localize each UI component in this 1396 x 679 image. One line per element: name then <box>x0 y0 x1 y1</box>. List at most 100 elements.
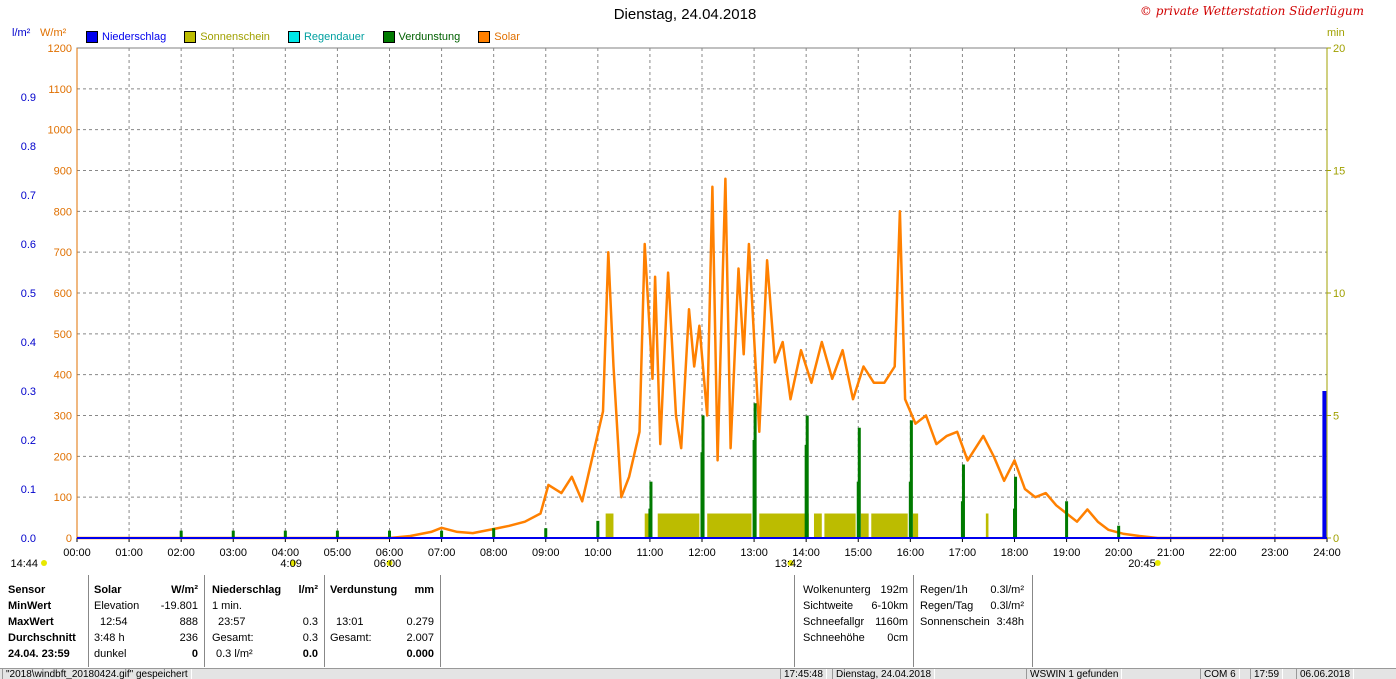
status-port: COM 6 <box>1200 669 1240 679</box>
x-tick-label: 08:00 <box>480 547 508 559</box>
legend: Niederschlag Sonnenschein Regendauer Ver… <box>86 31 538 43</box>
x-tick-label: 06:00 <box>376 547 404 559</box>
precip-tick-label: 0.5 <box>21 288 36 300</box>
minutes-tick-label: 5 <box>1333 411 1339 423</box>
status-today: 06.06.2018 <box>1296 669 1355 679</box>
minutes-unit-label: min <box>1327 27 1345 39</box>
solar-tick-label: 500 <box>54 329 72 341</box>
x-tick-label: 23:00 <box>1261 547 1289 559</box>
status-found: WSWIN 1 gefunden <box>1026 669 1123 679</box>
evaporation-bar <box>701 415 705 538</box>
evaporation-bar <box>1065 501 1069 538</box>
status-clock: 17:59 <box>1250 669 1284 679</box>
x-tick-label: 18:00 <box>1001 547 1029 559</box>
chart-title: Dienstag, 24.04.2018 <box>613 6 757 23</box>
time-marker-label: 13:42 <box>775 558 803 570</box>
evaporation-bar <box>335 530 339 538</box>
x-tick-label: 07:00 <box>428 547 456 559</box>
x-tick-label: 04:00 <box>272 547 300 559</box>
x-tick-label: 15:00 <box>844 547 872 559</box>
precip-unit-label: l/m² <box>12 27 31 39</box>
x-tick-label: 12:00 <box>688 547 716 559</box>
minutes-tick-label: 15 <box>1333 166 1345 178</box>
stats-precip: Niederschlag l/m² 1 min. 23:57 0.3 Gesamt… <box>204 575 325 667</box>
x-tick-label: 14:00 <box>792 547 820 559</box>
precip-tick-label: 0.4 <box>21 337 36 349</box>
solar-tick-label: 900 <box>54 166 72 178</box>
x-tick-label: 24:00 <box>1313 547 1341 559</box>
solar-tick-label: 700 <box>54 247 72 259</box>
evaporation-bar <box>388 530 391 538</box>
solar-tick-label: 400 <box>54 370 72 382</box>
stats-sensor: Sensor MinWert MaxWert Durchschnitt 24.0… <box>0 575 89 667</box>
solar-tick-label: 300 <box>54 411 72 423</box>
solar-series-line <box>77 177 1327 540</box>
status-bar: "2018\windbft_20180424.gif" gespeichert … <box>0 668 1396 679</box>
time-marker-dot <box>290 560 297 566</box>
time-marker-label: 14:44 <box>10 558 38 570</box>
time-marker-label: 06:00 <box>374 558 402 570</box>
time-marker-label: 20:45 <box>1128 558 1156 570</box>
time-marker-dot <box>386 560 393 566</box>
sunshine-bar <box>813 513 822 538</box>
legend-item-verdunstung: Verdunstung <box>382 31 460 43</box>
x-tick-label: 22:00 <box>1209 547 1237 559</box>
x-tick-label: 13:00 <box>740 547 768 559</box>
x-tick-label: 11:00 <box>637 547 664 559</box>
solar-tick-label: 0 <box>66 533 72 545</box>
x-tick-label: 10:00 <box>584 547 612 559</box>
status-date: Dienstag, 24.04.2018 <box>832 669 936 679</box>
sunshine-bar <box>644 513 650 538</box>
minutes-tick-label: 0 <box>1333 533 1339 545</box>
x-tick-label: 00:00 <box>63 547 91 559</box>
precip-tick-label: 0.9 <box>21 92 36 104</box>
evaporation-bar <box>440 530 444 538</box>
precip-tick-label: 0.7 <box>21 190 36 202</box>
time-marker-dot <box>787 560 794 566</box>
evaporation-bar <box>179 530 183 538</box>
precip-tick-label: 0.3 <box>21 386 36 398</box>
precip-tick-label: 0.0 <box>21 533 36 545</box>
x-tick-label: 17:00 <box>949 547 977 559</box>
evaporation-bar <box>231 530 235 538</box>
solar-tick-label: 200 <box>54 451 72 463</box>
minutes-tick-label: 20 <box>1333 43 1345 55</box>
precip-tick-label: 0.8 <box>21 141 36 153</box>
x-tick-label: 01:00 <box>115 547 143 559</box>
sunshine-bar <box>824 513 856 538</box>
evaporation-bar <box>1117 525 1121 538</box>
x-tick-label: 05:00 <box>324 547 352 559</box>
x-tick-label: 09:00 <box>532 547 560 559</box>
status-file: "2018\windbft_20180424.gif" gespeichert <box>2 669 192 679</box>
evaporation-bar <box>1014 476 1018 538</box>
sunshine-bar <box>759 513 809 538</box>
legend-item-regendauer: Regendauer <box>287 31 365 43</box>
x-tick-label: 03:00 <box>219 547 247 559</box>
legend-item-solar: Solar <box>478 31 520 43</box>
solar-tick-label: 100 <box>54 492 72 504</box>
stats-panel: Sensor MinWert MaxWert Durchschnitt 24.0… <box>0 575 1370 667</box>
precipitation-bar <box>1322 391 1327 538</box>
evaporation-bar <box>596 520 600 538</box>
sunshine-bar <box>707 513 752 538</box>
sunshine-bar <box>657 513 700 538</box>
precip-tick-label: 0.1 <box>21 484 36 496</box>
stats-evaporation: Verdunstung mm 13:01 0.279 Gesamt: 2.007 0… <box>324 575 441 667</box>
copyright-label: © private Wetterstation Süderlügum <box>1139 4 1364 18</box>
minutes-tick-label: 10 <box>1333 288 1345 300</box>
sunshine-bar <box>860 513 869 538</box>
evaporation-bar <box>753 403 757 538</box>
chart: 00:00 01:00 02:00 03:00 04:00 05:00 06:00 07:00… <box>10 43 1345 570</box>
solar-tick-label: 1100 <box>48 84 72 96</box>
time-marker-dot <box>1154 560 1161 566</box>
sunshine-bar <box>605 513 614 538</box>
precip-tick-label: 0.2 <box>21 435 36 447</box>
evaporation-bar <box>805 415 809 538</box>
legend-item-sonnenschein: Sonnenschein <box>184 31 270 43</box>
solar-tick-label: 600 <box>54 288 72 300</box>
solar-tick-label: 800 <box>54 206 72 218</box>
evaporation-bar <box>961 464 965 538</box>
legend-item-niederschlag: Niederschlag <box>86 31 166 43</box>
stats-rain: Regen/1h 0.3l/m² Regen/Tag 0.3l/m² Sonnens… <box>912 575 1033 667</box>
sunshine-bar <box>912 513 919 538</box>
